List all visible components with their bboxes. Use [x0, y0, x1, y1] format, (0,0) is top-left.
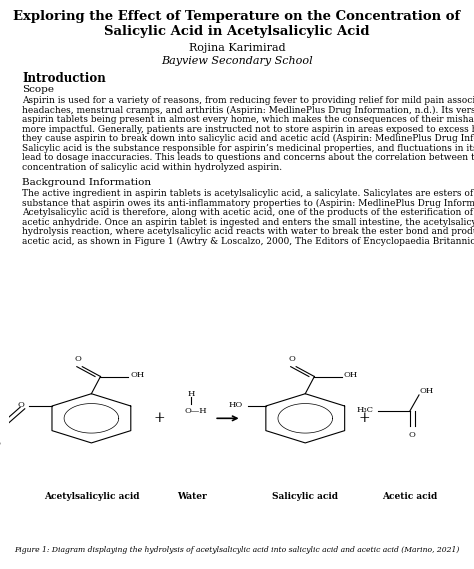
Text: acetic anhydride. Once an aspirin tablet is ingested and enters the small intest: acetic anhydride. Once an aspirin tablet…: [22, 217, 474, 226]
Text: Exploring the Effect of Temperature on the Concentration of: Exploring the Effect of Temperature on t…: [13, 10, 461, 23]
Text: they cause aspirin to break down into salicylic acid and acetic acid (Aspirin: M: they cause aspirin to break down into sa…: [22, 134, 474, 143]
Text: Salicylic Acid in Acetylsalicylic Acid: Salicylic Acid in Acetylsalicylic Acid: [104, 25, 370, 38]
Text: substance that aspirin owes its anti-inflammatory properties to (Aspirin: Medlin: substance that aspirin owes its anti-inf…: [22, 199, 474, 208]
Text: Bayview Secondary School: Bayview Secondary School: [161, 56, 313, 66]
Text: O: O: [409, 431, 416, 439]
Text: Figure 1: Diagram displaying the hydrolysis of acetylsalicylic acid into salicyl: Figure 1: Diagram displaying the hydroly…: [14, 546, 460, 554]
Text: O: O: [74, 355, 81, 363]
Text: +: +: [154, 411, 165, 425]
Text: Acetic acid: Acetic acid: [383, 492, 438, 501]
Text: lead to dosage inaccuracies. This leads to questions and concerns about the corr: lead to dosage inaccuracies. This leads …: [22, 153, 474, 162]
Text: Water: Water: [177, 492, 206, 501]
Text: O: O: [18, 401, 25, 409]
Text: Acetylsalicylic acid: Acetylsalicylic acid: [44, 492, 139, 501]
Text: O: O: [0, 440, 1, 448]
Text: OH: OH: [419, 387, 433, 395]
Text: Background Information: Background Information: [22, 178, 151, 187]
Text: OH: OH: [130, 371, 144, 380]
Text: more impactful. Generally, patients are instructed not to store aspirin in areas: more impactful. Generally, patients are …: [22, 125, 474, 134]
Text: acetic acid, as shown in Figure 1 (Awtry & Loscalzo, 2000, The Editors of Encycl: acetic acid, as shown in Figure 1 (Awtry…: [22, 237, 474, 246]
Text: Salicylic acid: Salicylic acid: [272, 492, 338, 501]
Text: H₃C: H₃C: [356, 406, 374, 414]
Text: Acetylsalicylic acid is therefore, along with acetic acid, one of the products o: Acetylsalicylic acid is therefore, along…: [22, 208, 474, 217]
Text: HO: HO: [229, 401, 243, 409]
Text: O—H: O—H: [185, 407, 207, 415]
Text: OH: OH: [344, 371, 358, 380]
Text: Aspirin is used for a variety of reasons, from reducing fever to providing relie: Aspirin is used for a variety of reasons…: [22, 96, 474, 105]
Text: H: H: [188, 390, 195, 398]
Text: Introduction: Introduction: [22, 72, 106, 85]
Text: O: O: [288, 355, 295, 363]
Text: concentration of salicylic acid within hydrolyzed aspirin.: concentration of salicylic acid within h…: [22, 163, 282, 171]
Text: Scope: Scope: [22, 85, 54, 94]
Text: hydrolysis reaction, where acetylsalicylic acid reacts with water to break the e: hydrolysis reaction, where acetylsalicyl…: [22, 227, 474, 236]
Text: The active ingredient in aspirin tablets is acetylsalicylic acid, a salicylate. : The active ingredient in aspirin tablets…: [22, 189, 474, 198]
Text: +: +: [359, 411, 370, 425]
Text: Salicylic acid is the substance responsible for aspirin’s medicinal properties, : Salicylic acid is the substance responsi…: [22, 143, 474, 152]
Text: Rojina Karimirad: Rojina Karimirad: [189, 43, 285, 53]
Text: headaches, menstrual cramps, and arthritis (Aspirin: MedlinePlus Drug Informatio: headaches, menstrual cramps, and arthrit…: [22, 105, 474, 114]
Text: aspirin tablets being present in almost every home, which makes the consequences: aspirin tablets being present in almost …: [22, 115, 474, 124]
